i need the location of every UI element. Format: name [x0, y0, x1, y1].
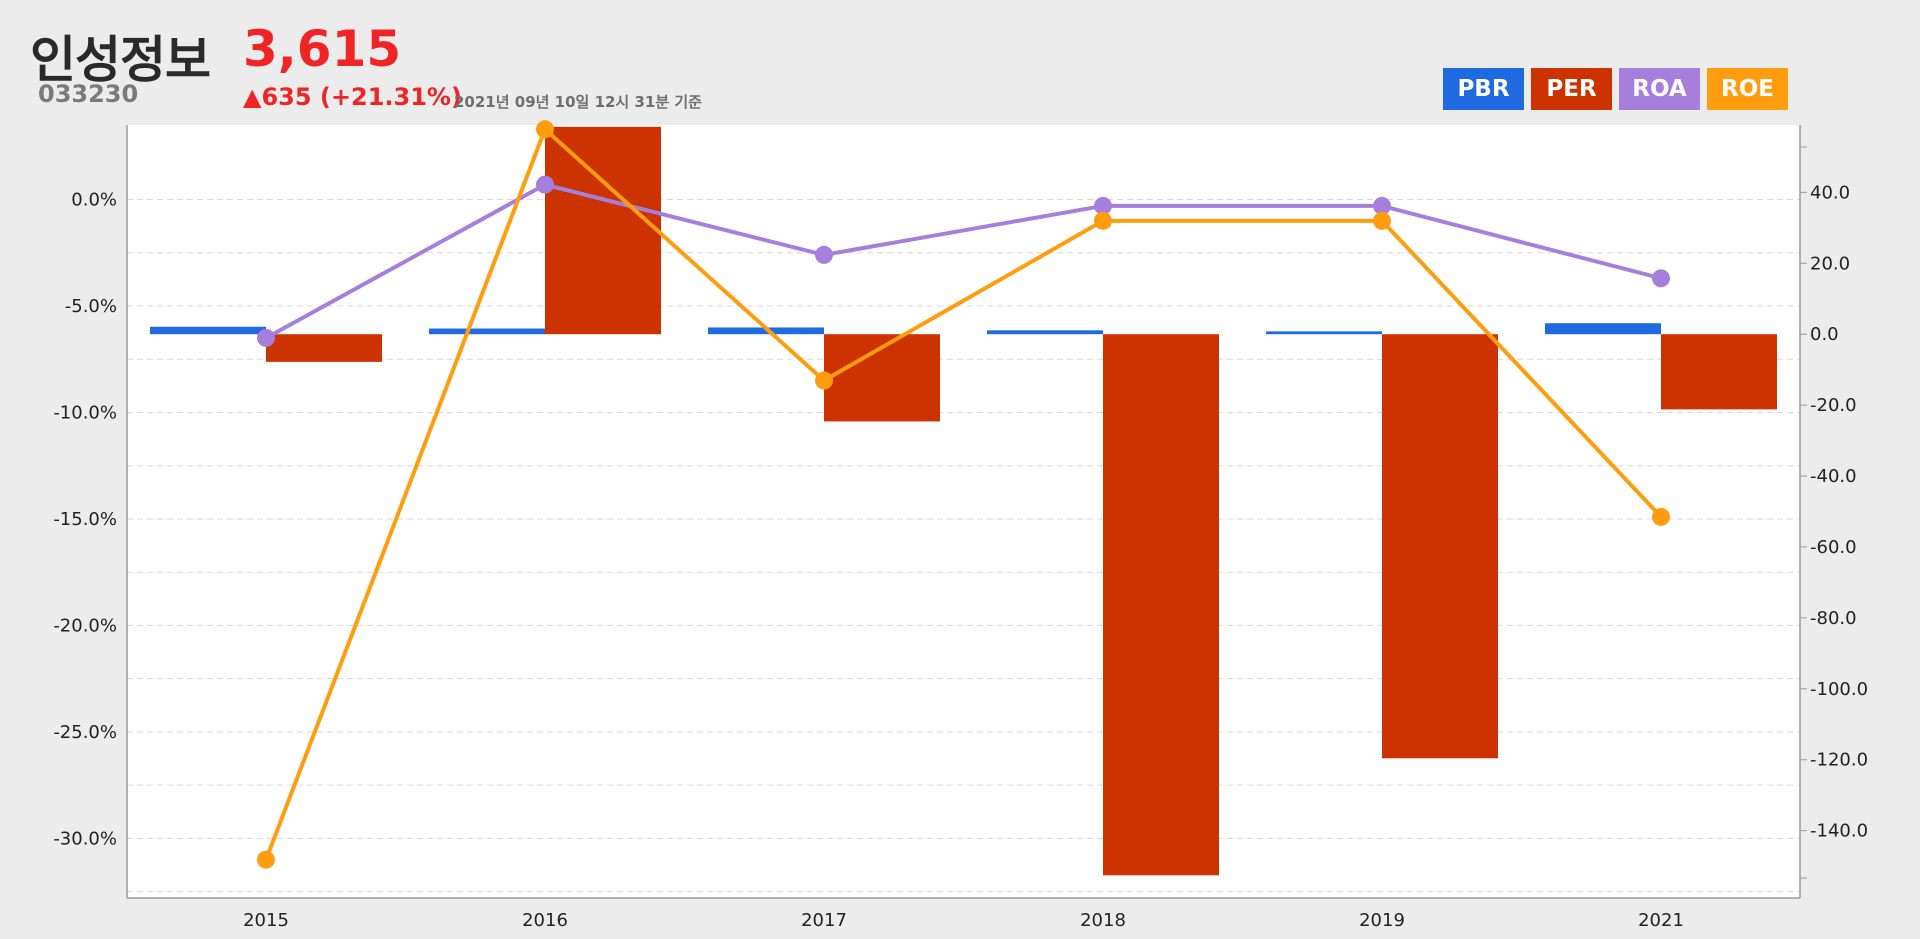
left-tick-label: -25.0% [53, 722, 117, 743]
line-roe [264, 127, 1663, 861]
point-roa [536, 175, 554, 194]
stock-price: 3,615 [243, 20, 402, 78]
bar-pbr [1545, 323, 1661, 335]
point-roe [1652, 507, 1670, 526]
x-tick-label: 2021 [1638, 910, 1684, 931]
right-tick-label: -100.0 [1810, 679, 1868, 700]
bar-per [1382, 334, 1498, 759]
left-tick-label: -5.0% [65, 296, 117, 317]
legend-roa[interactable]: ROA [1619, 68, 1700, 110]
legend-roe[interactable]: ROE [1707, 68, 1788, 110]
left-tick-label: -30.0% [53, 828, 117, 849]
left-tick-label: -10.0% [53, 402, 117, 423]
right-tick-label: -120.0 [1810, 750, 1868, 771]
chart-legend: PBR PER ROA ROE [1443, 68, 1788, 110]
right-tick-label: -140.0 [1810, 821, 1868, 842]
left-tick-label: -20.0% [53, 615, 117, 636]
right-tick-label: 20.0 [1810, 253, 1850, 274]
point-roe [1094, 211, 1112, 230]
bar-pbr [429, 328, 545, 335]
bar-pbr [1266, 331, 1382, 335]
right-tick-label: -80.0 [1810, 608, 1857, 629]
x-tick-label: 2018 [1080, 910, 1126, 931]
right-tick-label: -20.0 [1810, 395, 1857, 416]
legend-per[interactable]: PER [1531, 68, 1612, 110]
left-tick-label: 0.0% [71, 190, 117, 211]
bar-per [1103, 334, 1219, 876]
point-roa [815, 245, 833, 264]
right-tick-label: -60.0 [1810, 537, 1857, 558]
bar-per [1661, 334, 1777, 410]
point-roa [1652, 269, 1670, 288]
point-roa [1373, 196, 1391, 215]
company-name: 인성정보 [30, 31, 211, 89]
bar-per [545, 126, 661, 335]
point-roa [1094, 196, 1112, 215]
x-tick-label: 2015 [243, 910, 289, 931]
timestamp: 2021년 09년 10일 12시 31분 기준 [454, 93, 702, 111]
chart-plot-area [127, 125, 1800, 898]
point-roe [257, 850, 275, 869]
point-roe [815, 371, 833, 390]
bar-per [266, 334, 382, 362]
price-change: ▲635 (+21.31%) [243, 83, 462, 111]
right-tick-label: 0.0 [1810, 324, 1839, 345]
legend-pbr[interactable]: PBR [1443, 68, 1524, 110]
right-tick-label: -40.0 [1810, 466, 1857, 487]
right-tick-label: 40.0 [1810, 182, 1850, 203]
x-tick-label: 2019 [1359, 910, 1405, 931]
left-tick-label: -15.0% [53, 509, 117, 530]
stock-code: 033230 [38, 80, 139, 108]
bar-pbr [150, 326, 266, 335]
x-tick-label: 2017 [801, 910, 847, 931]
line-roa [265, 182, 1662, 340]
bar-pbr [987, 330, 1103, 335]
x-tick-label: 2016 [522, 910, 568, 931]
point-roe [536, 120, 554, 139]
point-roa [257, 328, 275, 347]
point-roe [1373, 211, 1391, 230]
